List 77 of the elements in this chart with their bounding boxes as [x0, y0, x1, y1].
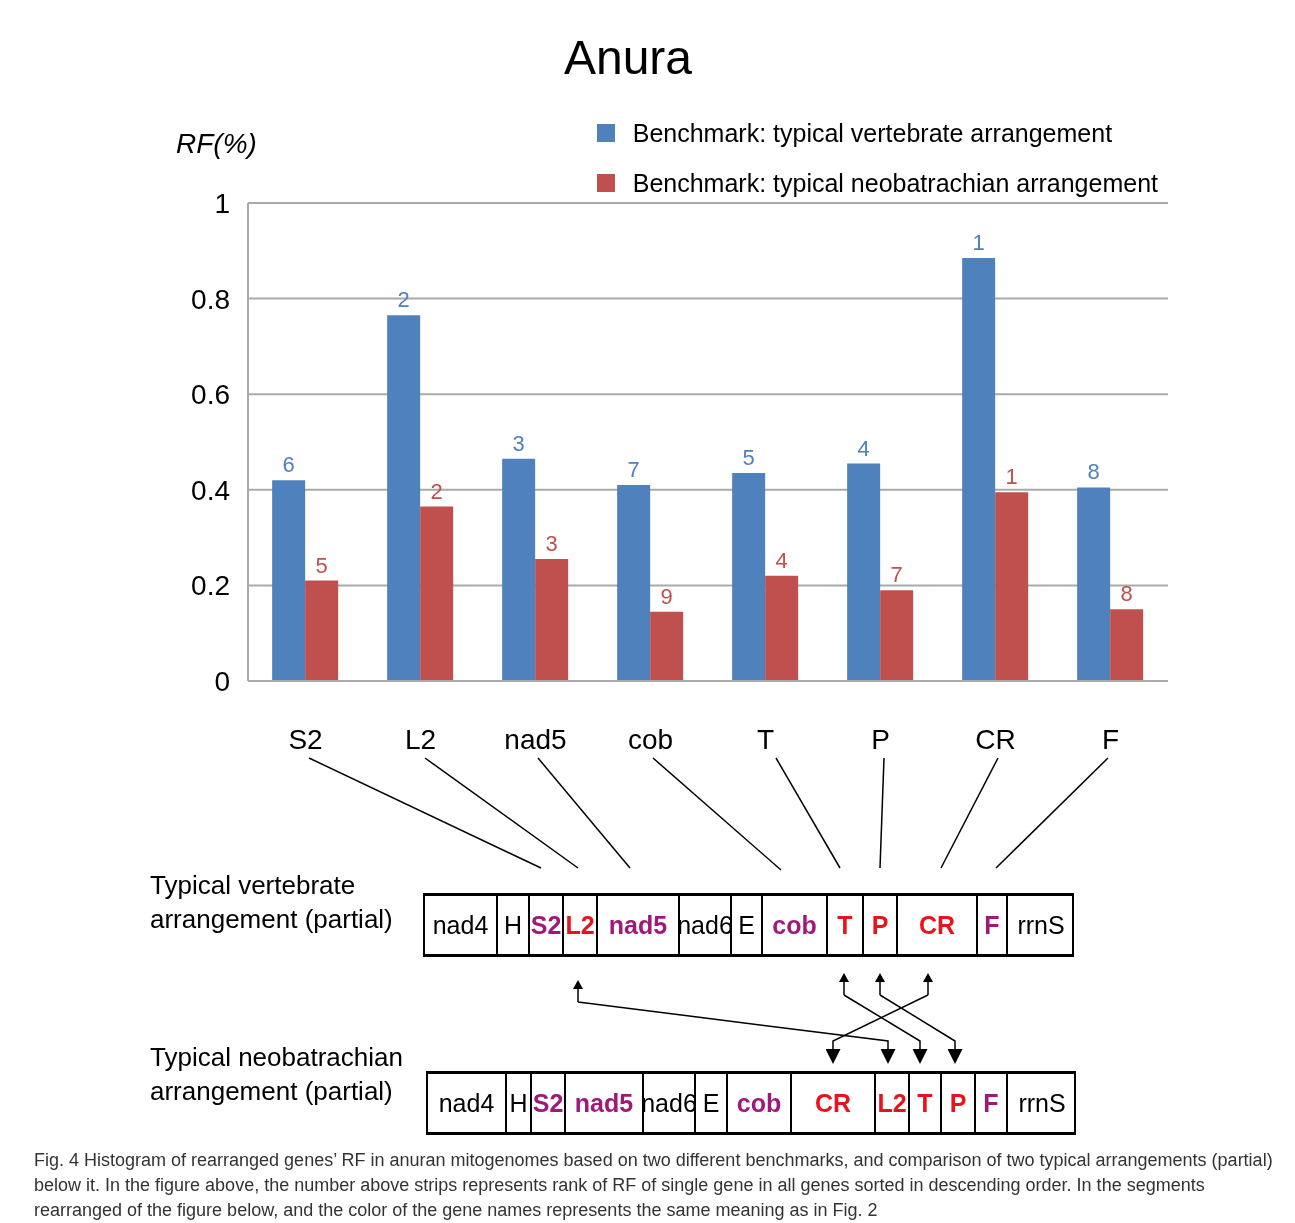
annotation: 8	[1087, 459, 1100, 485]
annotation: 7	[627, 457, 640, 483]
category-label: nad4	[426, 1071, 505, 1135]
y-tick-label: 0.6	[191, 379, 230, 411]
annotation: 3	[545, 531, 558, 557]
category-label: S2	[528, 893, 562, 957]
bar	[962, 257, 996, 681]
annotation: 1	[972, 229, 985, 255]
bar	[995, 492, 1029, 681]
annotation: 1	[1005, 464, 1018, 490]
annotation: 8	[1120, 581, 1133, 607]
annotation: 3	[512, 430, 525, 456]
annotation: 2	[397, 287, 410, 313]
bar	[1110, 609, 1144, 681]
category-label: H	[496, 893, 528, 957]
y-tick-label: 0	[214, 665, 230, 697]
text: Typical neobatrachian arrangement (partial)	[150, 1041, 404, 1108]
annotation: 5	[742, 445, 755, 471]
category-label: E	[738, 910, 755, 939]
annotation: 4	[775, 547, 788, 573]
annotation: 2	[430, 478, 443, 504]
chart-title: Anura	[562, 30, 694, 85]
category-label: F	[976, 893, 1006, 957]
legend-label: Benchmark: typical neobatrachian arrangement	[632, 168, 1158, 198]
category-label: E	[702, 1088, 720, 1117]
category-label: F	[974, 1071, 1006, 1135]
x-tick-label: nad5	[504, 723, 567, 755]
category-label: T	[908, 1071, 940, 1135]
bar	[847, 463, 881, 681]
bar	[1077, 487, 1111, 681]
category-label: P	[940, 1071, 974, 1135]
bar	[305, 580, 339, 681]
category-label: CR	[896, 893, 976, 957]
category-label: P	[862, 893, 896, 957]
category-label: cob	[761, 893, 826, 957]
legend-label: Benchmark: typical vertebrate arrangement	[632, 118, 1113, 148]
bar	[502, 458, 536, 681]
category-label: rrnS	[1006, 893, 1074, 957]
text: Typical vertebrate arrangement (partial)	[150, 869, 394, 936]
bar	[387, 315, 421, 681]
category-label: nad4	[423, 893, 496, 957]
category-label: nad5	[596, 893, 678, 957]
caption: Fig. 4 Histogram of rearranged genes’ RF in anuran mitogenomes based on two different benchmarks, and comparison of two typical arrangements (partial) below it. In the figure above, the number above strips represents rank of RF of single gene in all genes sorted in descending order. In the segments rearranged of the figure below, and the color of the gene names represents the same meaning as in Fig. 2	[34, 1149, 1274, 1222]
x-tick-label: cob	[627, 723, 674, 755]
annotation: 7	[890, 562, 903, 588]
x-tick-label: CR	[975, 723, 1016, 755]
x-tick-label: S2	[288, 723, 323, 755]
annotation: 4	[857, 435, 870, 461]
bar	[880, 590, 914, 681]
category-label: L2	[562, 893, 596, 957]
y-tick-label: 0.2	[191, 570, 230, 602]
x-tick-label: L2	[404, 723, 437, 755]
category-label: L2	[874, 1071, 908, 1135]
category-label: cob	[726, 1071, 790, 1135]
y-tick-label: 1	[214, 187, 230, 219]
category-label: CR	[790, 1071, 874, 1135]
bar	[272, 480, 306, 681]
category-label: H	[505, 1071, 530, 1135]
bar	[535, 559, 569, 681]
category-label: nad5	[564, 1071, 642, 1135]
bar	[765, 575, 799, 681]
annotation: 5	[315, 552, 328, 578]
x-tick-label: F	[1101, 723, 1120, 755]
bar	[420, 506, 454, 681]
x-tick-label: T	[756, 723, 775, 755]
bar	[617, 485, 651, 681]
category-label: T	[826, 893, 862, 957]
y-tick-label: 0.4	[191, 474, 230, 506]
annotation: 9	[660, 583, 673, 609]
annotation: 6	[282, 452, 295, 478]
x-tick-label: P	[871, 723, 890, 755]
category-label: S2	[530, 1071, 564, 1135]
y-axis-title: RF(%)	[176, 128, 257, 160]
bar	[650, 611, 684, 681]
bar	[732, 473, 766, 681]
y-tick-label: 0.8	[191, 283, 230, 315]
category-label: rrnS	[1006, 1071, 1076, 1135]
